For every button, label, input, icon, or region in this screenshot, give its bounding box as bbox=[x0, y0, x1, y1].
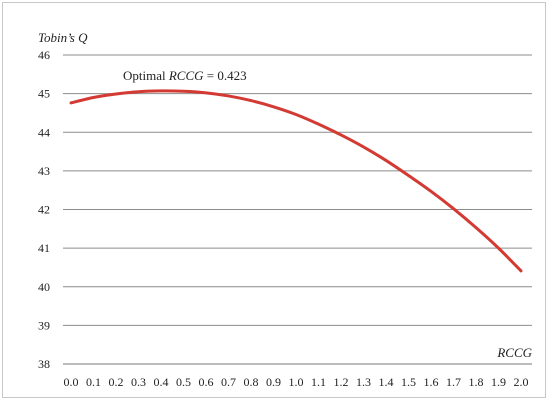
x-tick-label: 1.3 bbox=[356, 375, 371, 389]
x-tick-label: 0.8 bbox=[244, 375, 259, 389]
gridlines bbox=[63, 54, 532, 365]
x-tick-label: 0.1 bbox=[86, 375, 101, 389]
y-tick-label: 43 bbox=[38, 164, 50, 178]
x-tick-label: 1.9 bbox=[491, 375, 506, 389]
y-tick-label: 41 bbox=[38, 241, 50, 255]
x-tick-label: 1.1 bbox=[311, 375, 326, 389]
x-tick-label: 0.9 bbox=[266, 375, 281, 389]
y-tick-label: 44 bbox=[38, 125, 50, 139]
y-tick-label: 40 bbox=[38, 280, 50, 294]
annotation-value: = 0.423 bbox=[204, 68, 247, 83]
x-tick-label: 1.4 bbox=[379, 375, 394, 389]
y-tick-label: 38 bbox=[38, 357, 50, 371]
y-tick-label: 45 bbox=[38, 87, 50, 101]
x-tick-label: 0.0 bbox=[64, 375, 79, 389]
x-tick-label: 0.5 bbox=[176, 375, 191, 389]
x-tick-label: 2.0 bbox=[514, 375, 529, 389]
y-tick-label: 39 bbox=[38, 318, 50, 332]
x-tick-label: 0.6 bbox=[199, 375, 214, 389]
series-layer bbox=[69, 89, 523, 273]
annotation-prefix: Optimal bbox=[123, 68, 169, 83]
x-tick-label: 1.8 bbox=[469, 375, 484, 389]
x-tick-label: 0.4 bbox=[154, 375, 169, 389]
y-axis-title: Tobin’s Q bbox=[38, 30, 88, 45]
x-tick-label: 1.7 bbox=[446, 375, 461, 389]
x-tick-label: 1.0 bbox=[289, 375, 304, 389]
annotation-rccg: RCCG bbox=[168, 68, 204, 83]
chart-frame bbox=[2, 2, 546, 398]
x-tick-label: 0.2 bbox=[109, 375, 124, 389]
y-tick-labels: 38 39 40 41 42 43 44 45 46 bbox=[38, 48, 50, 371]
x-tick-label: 1.5 bbox=[401, 375, 416, 389]
x-tick-labels: 0.0 0.1 0.2 0.3 0.4 0.5 0.6 0.7 0.8 0.9 1.0 1.1 1.2 1… bbox=[64, 375, 529, 389]
optimal-annotation: Optimal RCCG = 0.423 bbox=[123, 68, 247, 83]
x-tick-label: 1.2 bbox=[334, 375, 349, 389]
series-line bbox=[69, 89, 523, 273]
y-tick-label: 42 bbox=[38, 203, 50, 217]
x-tick-label: 1.6 bbox=[424, 375, 439, 389]
x-tick-label: 0.7 bbox=[221, 375, 236, 389]
x-tick-label: 0.3 bbox=[131, 375, 146, 389]
y-tick-label: 46 bbox=[38, 48, 50, 62]
x-axis-title: RCCG bbox=[496, 345, 532, 360]
